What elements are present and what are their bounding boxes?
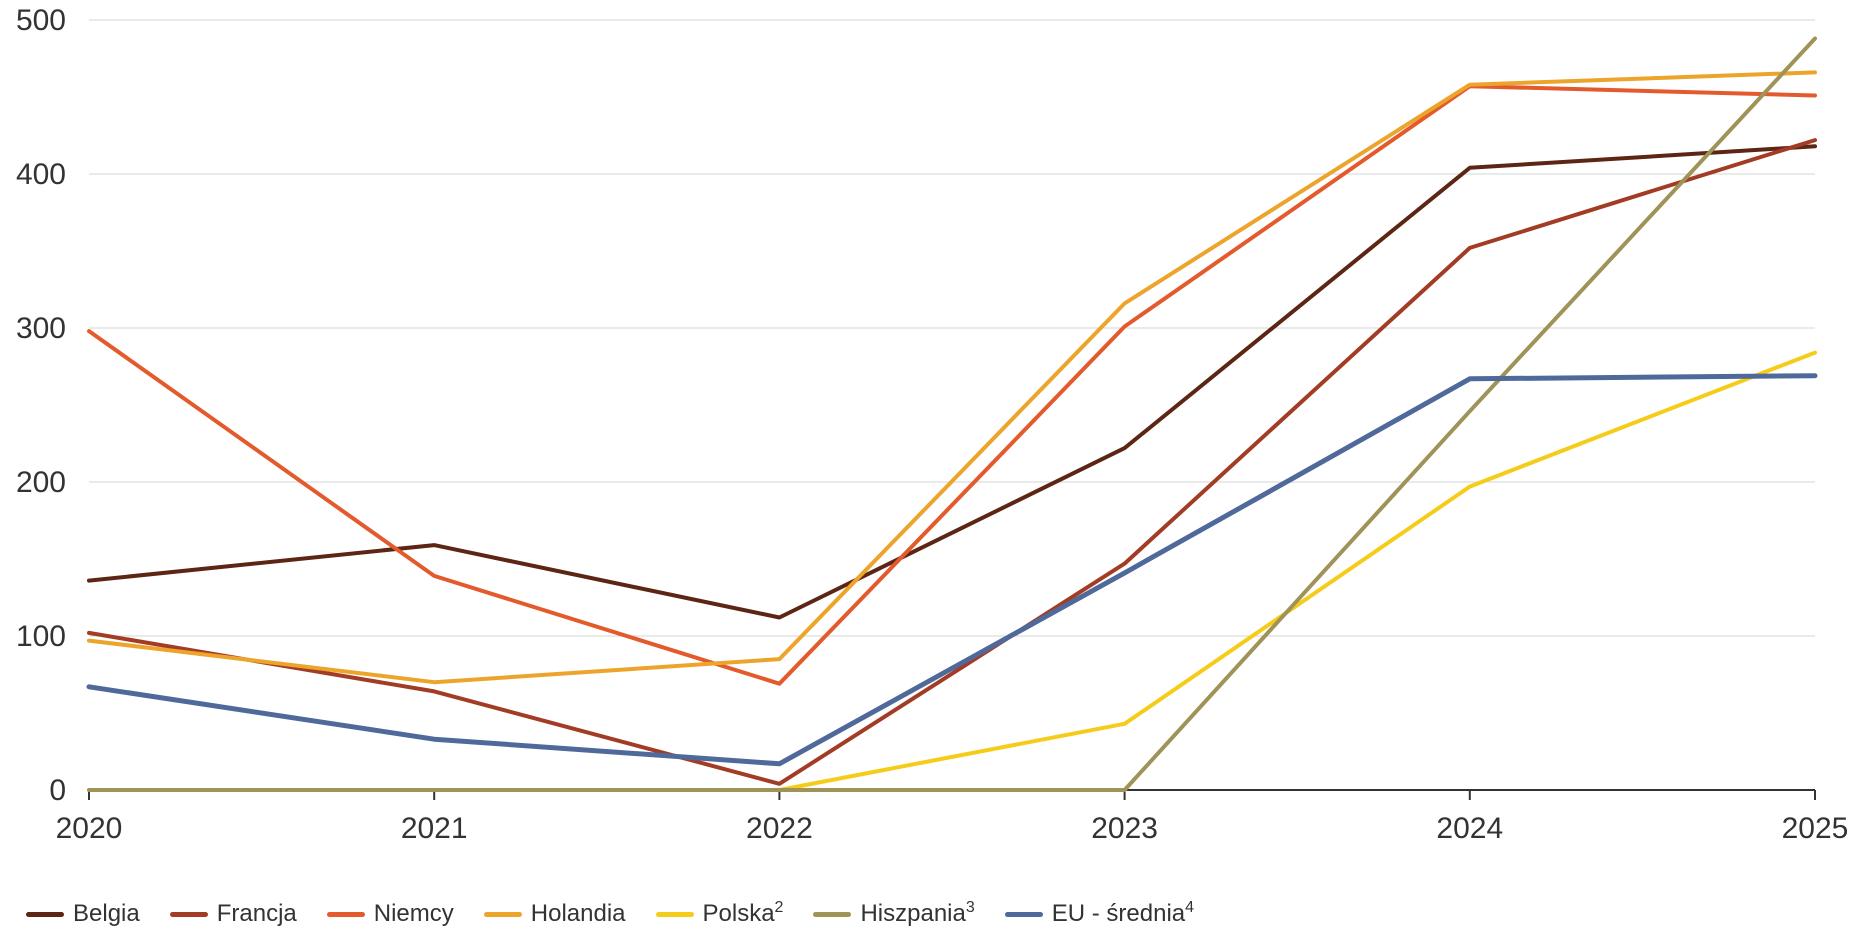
series-line-niemcy [87,84,1817,686]
legend-item-francja: Francja [169,900,297,928]
legend-item-niemcy: Niemcy [326,900,454,928]
x-tick-label: 2025 [1782,812,1849,845]
y-tick-label: 500 [16,4,66,37]
legend-swatch [26,911,64,917]
legend-swatch [326,911,365,917]
legend-label: Niemcy [374,900,454,928]
series-line-eu-rednia [86,373,1818,767]
legend-swatch [655,911,694,917]
y-tick-label: 100 [16,620,66,653]
series-line-belgia [87,144,1817,620]
legend-swatch [1004,911,1043,917]
legend-swatch [169,911,208,917]
legend-item-belgia: Belgia [26,900,140,928]
y-tick-label: 0 [49,774,66,807]
x-tick-label: 2022 [746,812,813,845]
legend-label-text: Belgia [73,900,140,927]
series-line-francja [87,138,1817,786]
legend-item-holandia: Holandia [483,900,626,928]
series-line-hiszpania [87,36,1817,792]
legend-label: Francja [217,900,297,928]
legend-label-text: Niemcy [373,900,454,927]
legend-label-text: Polska [702,900,775,927]
legend-label-text: EU - średnia [1051,900,1186,927]
legend-label-text: Francja [216,900,297,927]
legend-label: Holandia [531,900,626,928]
x-tick-label: 2021 [401,812,468,845]
legend-item-polska: Polska2 [655,900,784,928]
legend-label-text: Holandia [530,900,626,927]
x-axis-ticks: 2020 2021 2022 2023 2024 2025 [56,790,1849,845]
y-tick-label: 400 [16,158,66,191]
legend-footnote-marker: 2 [774,899,784,916]
legend-swatch [813,911,852,917]
legend-label: EU - średnia4 [1052,900,1194,928]
legend-item-eu-rednia: EU - średnia4 [1004,900,1194,928]
y-tick-label: 300 [16,312,66,345]
x-tick-label: 2023 [1091,812,1158,845]
legend-footnote-marker: 3 [965,899,975,916]
legend-label-text: Hiszpania [860,900,966,927]
legend-footnote-marker: 4 [1185,899,1195,916]
legend-item-hiszpania: Hiszpania3 [813,900,975,928]
legend-label: Polska2 [703,900,784,928]
series-line-holandia [87,70,1817,685]
legend: Belgia Francja Niemcy Holandia Polska2 Hiszpa… [26,900,1194,928]
y-axis-ticks: 0 100 200 300 400 500 [16,4,66,807]
legend-label: Belgia [73,900,140,928]
x-tick-label: 2024 [1436,812,1503,845]
x-tick-label: 2020 [56,812,123,845]
y-tick-label: 200 [16,466,66,499]
legend-swatch [483,911,522,917]
legend-label: Hiszpania3 [860,900,974,928]
gridlines [89,19,1815,637]
series-lines [86,36,1818,792]
